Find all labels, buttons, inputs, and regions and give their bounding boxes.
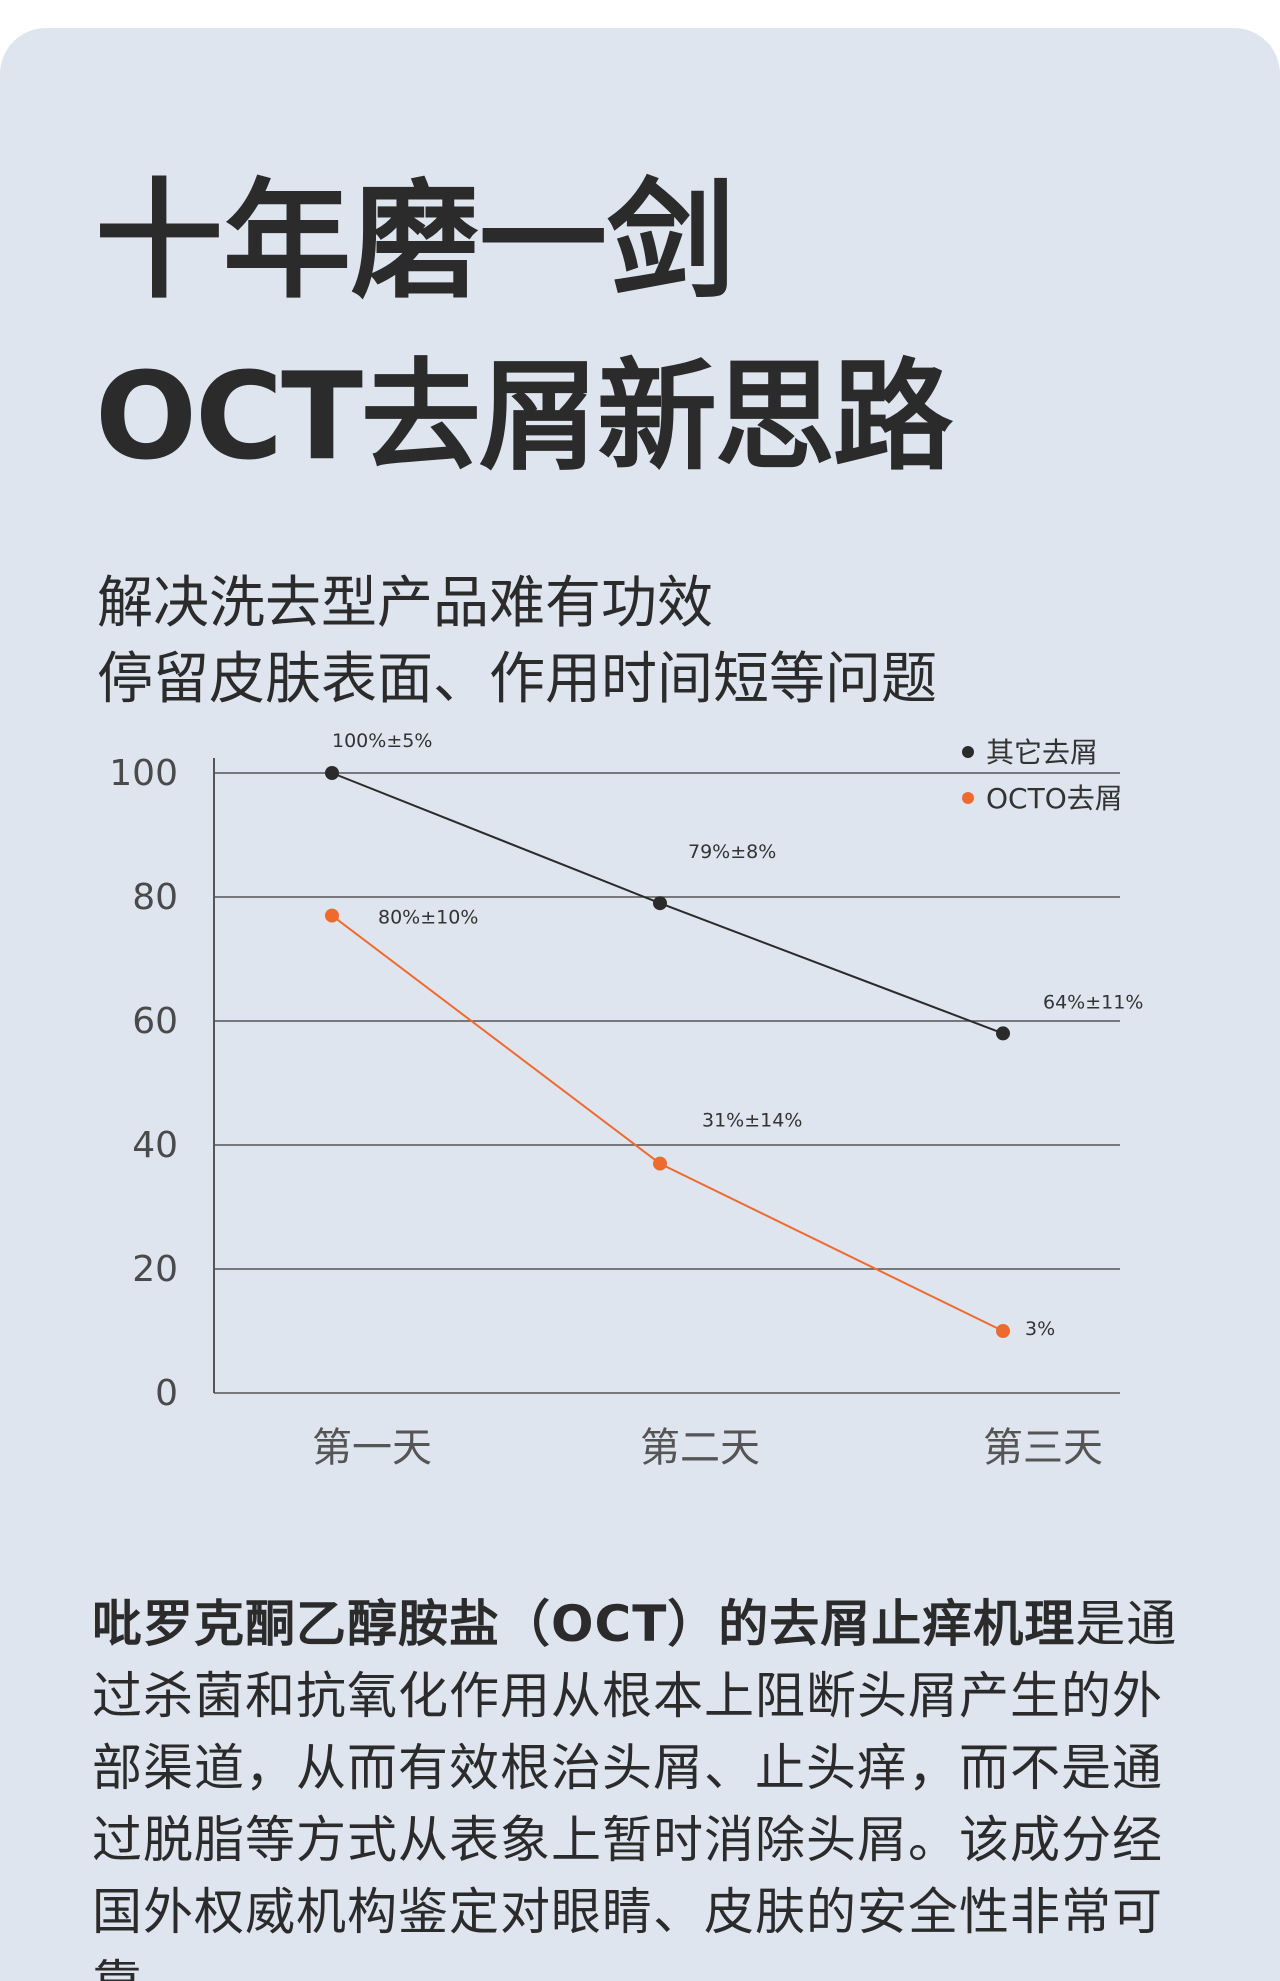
series-layer: 100%±5% 79%±8% 64%±11% 80%±10% 31%±14% 3% <box>325 730 1143 1340</box>
data-point-2-1 <box>325 908 339 923</box>
x-tick-label-2: 第二天 <box>640 1425 760 1471</box>
data-point-1-2 <box>653 896 667 911</box>
headline-line-1: 十年磨一剑 <box>95 167 736 316</box>
subheadline-line-2: 停留皮肤表面、作用时间短等问题 <box>97 647 937 712</box>
paragraph-body: 是通过杀菌和抗氧化作用从根本上阻断头屑产生的外部渠道，从而有效根治头屑、止头痒，… <box>92 1595 1178 1981</box>
legend-marker-2 <box>962 792 974 804</box>
y-tick-label-40: 40 <box>132 1125 178 1166</box>
data-label-2-2: 31%±14% <box>702 1110 802 1132</box>
y-tick-label-100: 100 <box>109 753 178 794</box>
x-tick-label-3: 第三天 <box>983 1425 1103 1471</box>
legend: 其它去屑 OCTO去屑 <box>962 736 1123 815</box>
y-tick-label-0: 0 <box>155 1373 178 1414</box>
legend-marker-1 <box>962 746 974 758</box>
subheadline-line-1: 解决洗去型产品难有功效 <box>97 571 713 636</box>
data-label-2-1: 80%±10% <box>378 907 478 929</box>
description-paragraph: 吡罗克酮乙醇胺盐（OCT）的去屑止痒机理是通过杀菌和抗氧化作用从根本上阻断头屑产… <box>92 1588 1202 1981</box>
y-tick-label-20: 20 <box>132 1249 178 1290</box>
data-point-2-2 <box>653 1156 667 1171</box>
x-tick-label-1: 第一天 <box>312 1425 432 1471</box>
legend-label-1: 其它去屑 <box>986 736 1098 769</box>
data-point-1-3 <box>996 1026 1010 1041</box>
data-point-1-1 <box>325 766 339 780</box>
y-tick-label-60: 60 <box>132 1001 178 1042</box>
data-point-2-3 <box>996 1324 1010 1338</box>
content-card: 十年磨一剑 OCT去屑新思路 解决洗去型产品难有功效 停留皮肤表面、作用时间短等… <box>0 28 1280 1981</box>
y-tick-label-80: 80 <box>132 877 178 918</box>
data-label-1-2: 79%±8% <box>688 841 776 863</box>
data-label-1-1: 100%±5% <box>332 730 432 752</box>
legend-label-2: OCTO去屑 <box>986 782 1123 815</box>
data-label-1-3: 64%±11% <box>1043 991 1143 1013</box>
line-chart: 0 20 40 60 80 100 第一天 第二天 第三天 100%±5% 79%±8% 64%±1… <box>109 730 1143 1471</box>
series-line-1 <box>331 772 1004 1035</box>
grid-layer <box>214 772 1120 1394</box>
headline-line-2: OCT去屑新思路 <box>95 348 953 487</box>
paragraph-bold-lead: 吡罗克酮乙醇胺盐（OCT）的去屑止痒机理 <box>92 1595 1076 1653</box>
axis-layer: 0 20 40 60 80 100 第一天 第二天 第三天 <box>109 753 1103 1471</box>
data-label-2-3: 3% <box>1025 1318 1055 1340</box>
